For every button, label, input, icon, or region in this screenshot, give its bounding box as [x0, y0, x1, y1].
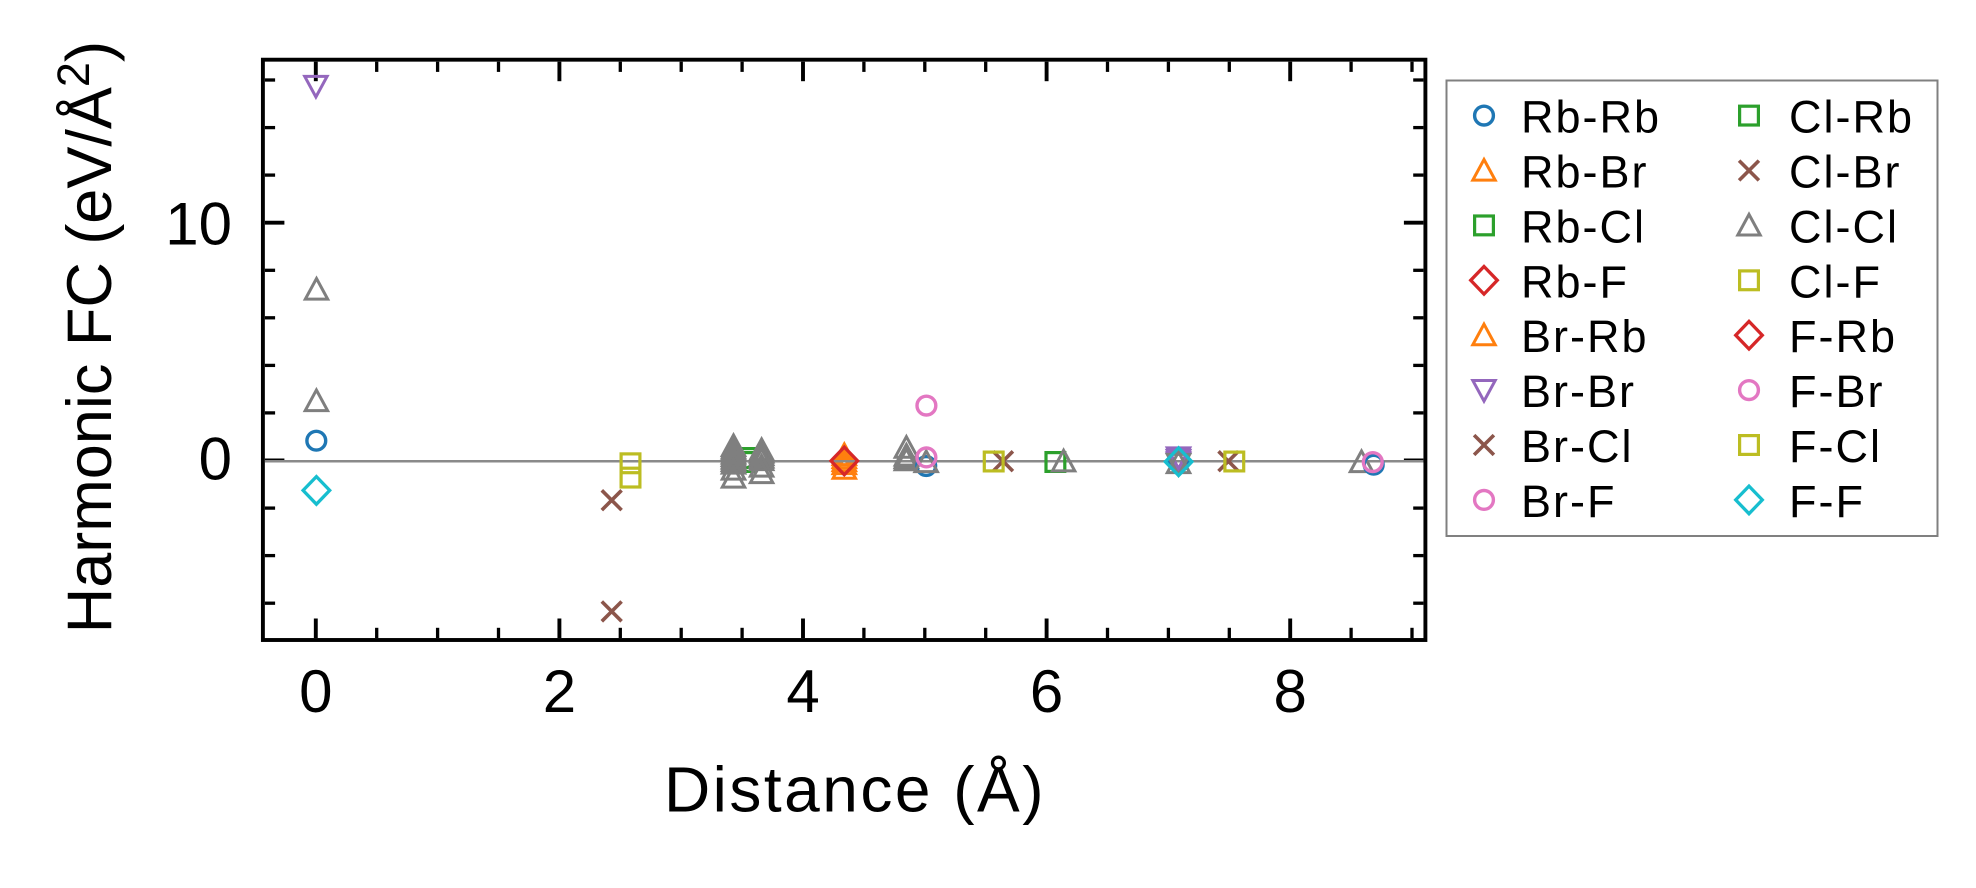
svg-text:Cl-Rb: Cl-Rb	[1789, 92, 1914, 143]
svg-text:Cl-Cl: Cl-Cl	[1789, 201, 1899, 252]
svg-text:Rb-Rb: Rb-Rb	[1521, 92, 1661, 143]
svg-text:F-Cl: F-Cl	[1789, 421, 1882, 472]
svg-text:F-Rb: F-Rb	[1789, 311, 1897, 362]
svg-text:Cl-Br: Cl-Br	[1789, 147, 1901, 198]
svg-text:Harmonic FC (eV/Å2): Harmonic FC (eV/Å2)	[48, 41, 125, 633]
svg-text:2: 2	[543, 658, 576, 725]
svg-text:4: 4	[786, 658, 819, 725]
svg-text:Br-Rb: Br-Rb	[1521, 311, 1649, 362]
svg-text:10: 10	[165, 191, 232, 258]
svg-text:Br-Br: Br-Br	[1521, 366, 1636, 417]
svg-text:Distance (Å): Distance (Å)	[664, 754, 1046, 826]
svg-text:Rb-Cl: Rb-Cl	[1521, 201, 1646, 252]
svg-text:0: 0	[199, 425, 232, 492]
svg-text:Br-F: Br-F	[1521, 476, 1616, 527]
svg-text:Cl-F: Cl-F	[1789, 256, 1882, 307]
svg-text:0: 0	[299, 658, 332, 725]
svg-text:8: 8	[1274, 658, 1307, 725]
svg-text:Rb-F: Rb-F	[1521, 256, 1629, 307]
svg-text:Br-Cl: Br-Cl	[1521, 421, 1633, 472]
svg-text:F-F: F-F	[1789, 476, 1865, 527]
svg-text:Rb-Br: Rb-Br	[1521, 147, 1649, 198]
svg-text:F-Br: F-Br	[1789, 366, 1884, 417]
svg-text:6: 6	[1030, 658, 1063, 725]
